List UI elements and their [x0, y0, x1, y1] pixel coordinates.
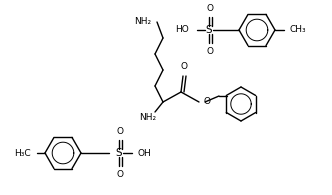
- Text: O: O: [207, 4, 213, 13]
- Text: CH₃: CH₃: [289, 26, 306, 35]
- Text: O: O: [203, 98, 210, 106]
- Text: O: O: [117, 127, 124, 136]
- Text: NH₂: NH₂: [134, 18, 151, 27]
- Text: NH₂: NH₂: [139, 113, 157, 122]
- Text: OH: OH: [137, 149, 151, 158]
- Text: HO: HO: [175, 26, 189, 35]
- Text: O: O: [181, 62, 188, 71]
- Text: H₃C: H₃C: [14, 149, 31, 158]
- Text: O: O: [207, 47, 213, 56]
- Text: S: S: [206, 25, 212, 35]
- Text: S: S: [116, 148, 122, 158]
- Text: O: O: [117, 170, 124, 179]
